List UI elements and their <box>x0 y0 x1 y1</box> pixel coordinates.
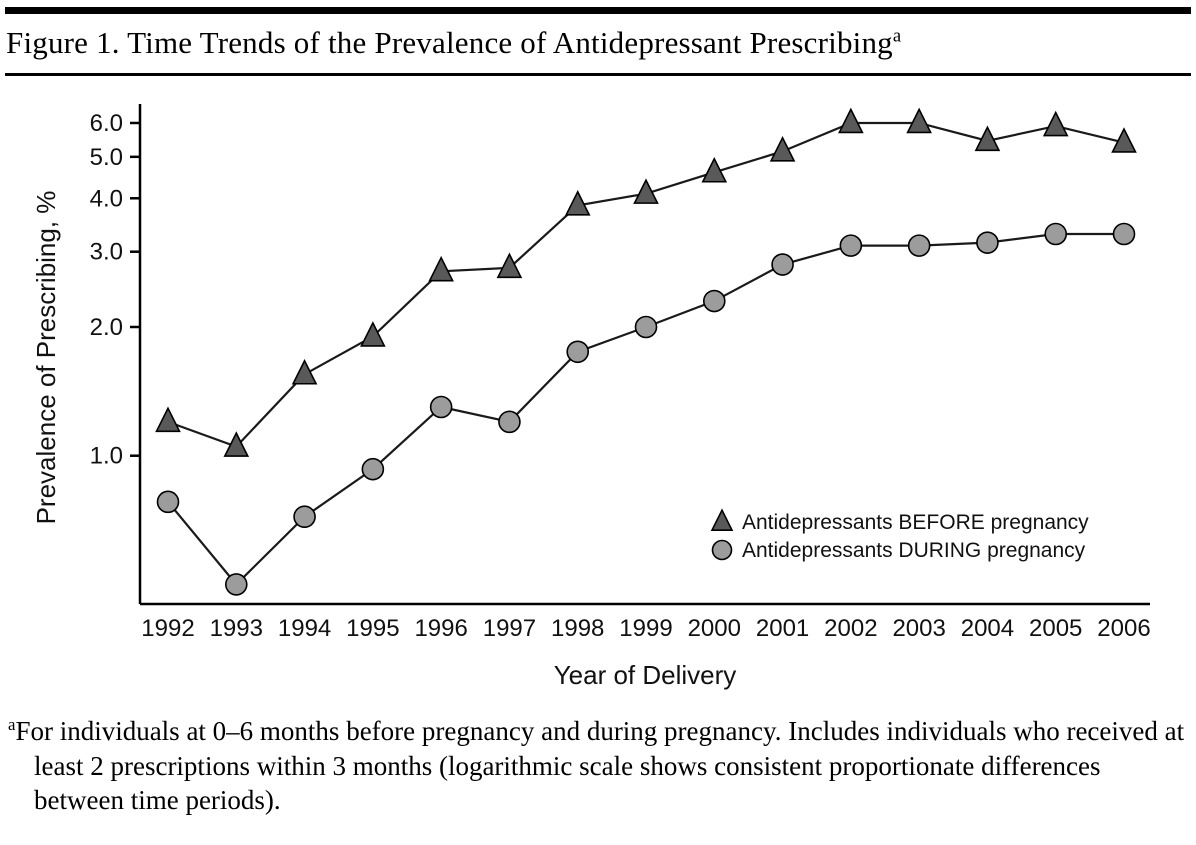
chart-area: 1.0 2.0 3.0 4.0 5.0 6.0 1992 1993 1994 1995 1996 19… <box>0 76 1196 706</box>
x-tick-label: 2000 <box>688 615 741 642</box>
x-tick-label: 2006 <box>1097 615 1150 642</box>
circle-marker <box>224 573 248 596</box>
triangle-marker <box>155 406 181 433</box>
triangle-marker <box>291 358 318 385</box>
legend-label: Antidepressants BEFORE pregnancy <box>742 511 1089 534</box>
x-tick-label: 1999 <box>619 615 672 642</box>
triangle-marker <box>701 156 728 183</box>
figure-page: Figure 1. Time Trends of the Prevalence … <box>0 7 1196 818</box>
circle-marker <box>907 234 931 257</box>
y-axis-title: Prevalence of Prescribing, % <box>31 191 61 525</box>
triangle-marker <box>1111 127 1137 153</box>
figure-title-text: Figure 1. Time Trends of the Prevalence … <box>6 25 893 60</box>
title-rule <box>5 73 1191 76</box>
legend-label: Antidepressants DURING pregnancy <box>742 539 1086 562</box>
circle-marker <box>498 410 521 434</box>
x-axis-title: Year of Delivery <box>554 660 737 690</box>
triangle-marker <box>1042 110 1069 137</box>
y-tick-label: 3.0 <box>90 239 123 266</box>
triangle-marker <box>564 190 591 216</box>
y-tick-label: 2.0 <box>90 314 123 341</box>
x-tick-label: 2005 <box>1029 615 1082 642</box>
triangle-marker <box>428 255 454 282</box>
triangle-marker <box>223 431 250 457</box>
circle-marker <box>976 231 999 254</box>
triangle-marker <box>633 178 659 204</box>
y-tick-label: 4.0 <box>90 185 123 212</box>
x-tick-label: 2003 <box>892 615 945 642</box>
circle-marker <box>156 490 180 514</box>
x-tick-label: 1993 <box>210 615 263 642</box>
triangle-marker <box>906 107 932 134</box>
triangle-marker <box>360 321 386 347</box>
triangle-marker <box>974 125 1001 152</box>
circle-marker <box>429 395 453 419</box>
x-tick-label: 2001 <box>756 615 809 642</box>
line-chart: 1.0 2.0 3.0 4.0 5.0 6.0 1992 1993 1994 1995 1996 19… <box>31 104 1151 690</box>
footnote-superscript: a <box>8 715 16 734</box>
top-rule <box>5 7 1191 14</box>
y-tick-label: 5.0 <box>90 144 123 171</box>
circle-marker <box>702 289 726 313</box>
triangle-marker <box>710 508 734 531</box>
x-tick-label: 1992 <box>141 615 194 642</box>
x-tick-label: 2002 <box>824 615 877 642</box>
circle-marker <box>711 539 733 561</box>
circle-marker <box>634 315 658 339</box>
x-tick-label: 1994 <box>278 615 331 642</box>
y-tick-label: 1.0 <box>90 443 123 470</box>
y-tick-label: 6.0 <box>90 110 123 137</box>
x-tick-label: 2004 <box>961 615 1014 642</box>
figure-title-superscript: a <box>892 25 902 47</box>
circle-marker <box>1112 222 1136 246</box>
triangle-marker <box>838 107 864 134</box>
x-tick-label: 1998 <box>551 615 604 642</box>
triangle-marker <box>769 135 796 162</box>
circle-marker <box>566 340 590 364</box>
x-tick-label: 1996 <box>414 615 467 642</box>
circle-marker <box>361 457 385 481</box>
circle-marker <box>839 234 863 257</box>
figure-title: Figure 1. Time Trends of the Prevalence … <box>0 14 1196 73</box>
x-tick-label: 1997 <box>483 615 536 642</box>
x-tick-label: 1995 <box>346 615 399 642</box>
footnote-text: For individuals at 0–6 months before pre… <box>15 716 1185 816</box>
series-line <box>167 121 1125 448</box>
circle-marker <box>1044 222 1068 246</box>
footnote: aFor individuals at 0–6 months before pr… <box>8 714 1188 818</box>
triangle-marker <box>496 252 523 279</box>
circle-marker <box>771 253 794 276</box>
circle-marker <box>293 505 316 529</box>
